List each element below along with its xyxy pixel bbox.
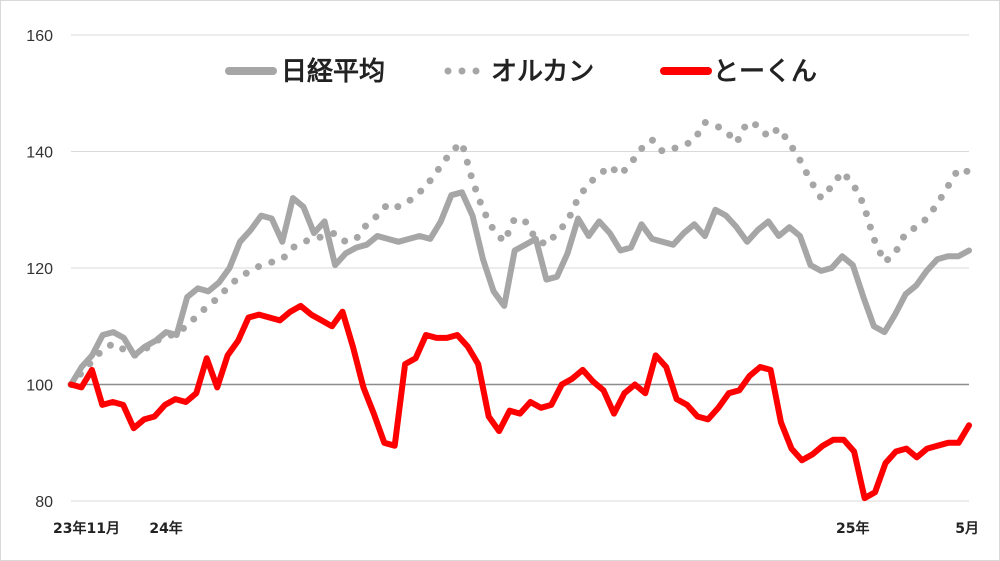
y-tick-label: 80 [35, 494, 53, 511]
legend-label-2: とーくん [713, 57, 817, 87]
x-tick-label: 25年 [836, 520, 869, 537]
legend-label-1: オルカン [491, 57, 594, 87]
y-tick-label: 160 [26, 28, 53, 45]
legend: 日経平均 オルカン とーくん [225, 56, 817, 87]
legend-label-0: 日経平均 [281, 56, 385, 87]
x-axis-ticks: 23年11月 24年 25年 5月 [53, 520, 979, 537]
series-line-1 [67, 118, 973, 388]
y-axis-ticks: 80 100 120 140 160 [26, 28, 53, 511]
x-tick-label: 23年11月 [53, 520, 120, 537]
series-line-2 [68, 302, 972, 502]
series-line-0 [68, 189, 972, 388]
y-tick-label: 100 [26, 378, 53, 395]
y-tick-label: 120 [26, 261, 53, 278]
x-tick-label: 24年 [149, 520, 182, 537]
x-tick-label: 5月 [955, 521, 979, 537]
series-lines [67, 118, 973, 502]
y-tick-label: 140 [26, 145, 53, 162]
